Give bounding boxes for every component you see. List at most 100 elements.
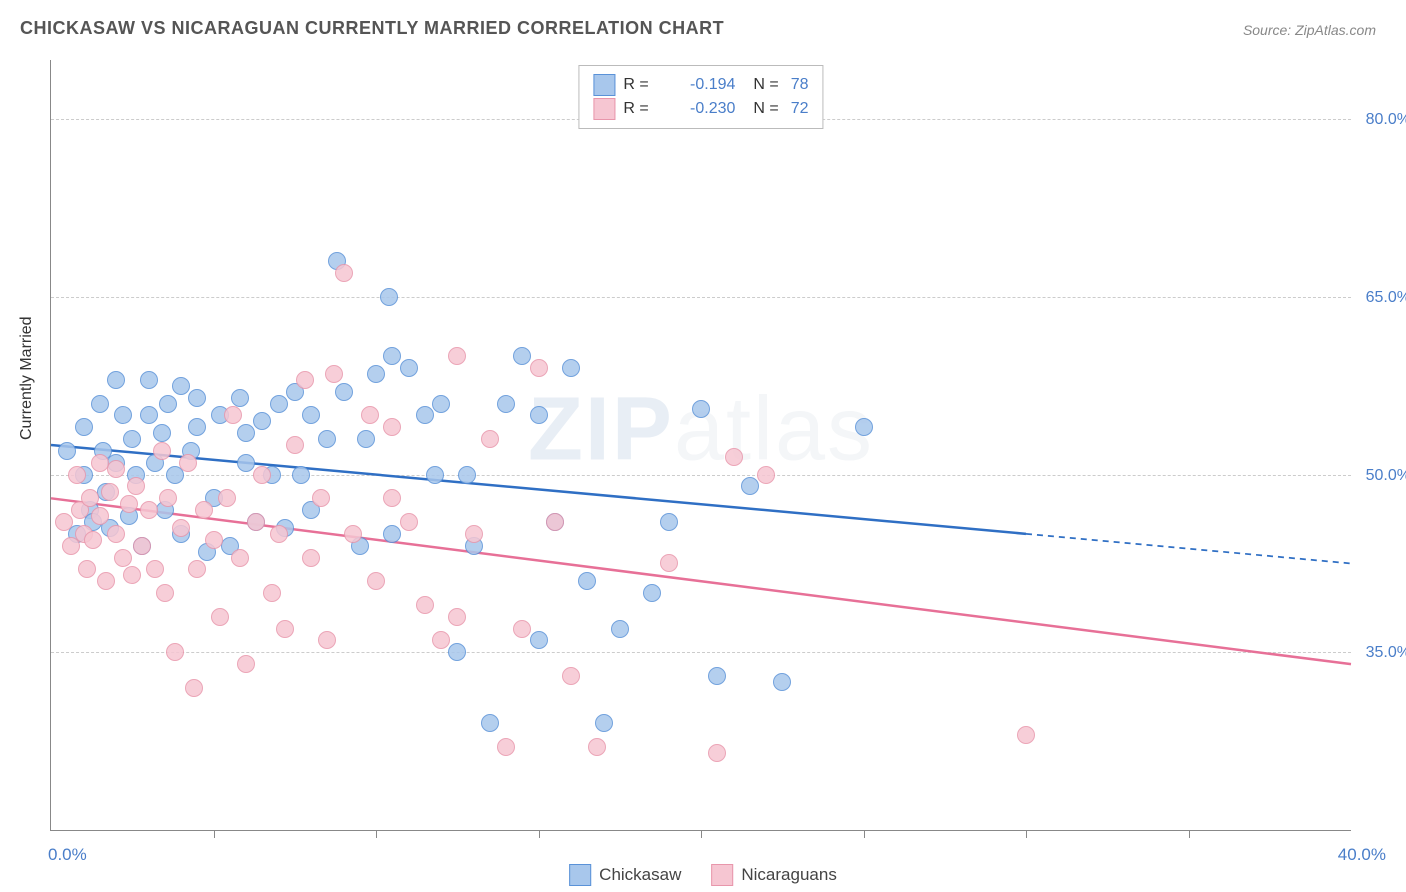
data-point: [335, 383, 353, 401]
data-point: [481, 714, 499, 732]
data-point: [237, 424, 255, 442]
data-point: [725, 448, 743, 466]
data-point: [78, 560, 96, 578]
data-point: [400, 359, 418, 377]
data-point: [448, 643, 466, 661]
data-point: [270, 395, 288, 413]
data-point: [302, 406, 320, 424]
data-point: [367, 572, 385, 590]
data-point: [140, 406, 158, 424]
data-point: [91, 507, 109, 525]
data-point: [188, 389, 206, 407]
data-point: [101, 483, 119, 501]
data-point: [578, 572, 596, 590]
data-point: [247, 513, 265, 531]
x-tick: [376, 830, 377, 838]
data-point: [497, 395, 515, 413]
plot-area: ZIPatlas 35.0%50.0%65.0%80.0% R = -0.194…: [50, 60, 1351, 831]
data-point: [195, 501, 213, 519]
data-point: [432, 395, 450, 413]
data-point: [757, 466, 775, 484]
data-point: [416, 596, 434, 614]
data-point: [231, 389, 249, 407]
data-point: [855, 418, 873, 436]
legend-item-nicaraguans: Nicaraguans: [711, 864, 836, 886]
y-tick-label: 35.0%: [1366, 644, 1406, 662]
x-axis-label-right: 40.0%: [1338, 845, 1386, 865]
data-point: [107, 525, 125, 543]
data-point: [530, 359, 548, 377]
data-point: [156, 584, 174, 602]
data-point: [172, 377, 190, 395]
data-point: [211, 608, 229, 626]
data-point: [276, 620, 294, 638]
data-point: [383, 525, 401, 543]
data-point: [146, 560, 164, 578]
data-point: [179, 454, 197, 472]
data-point: [286, 436, 304, 454]
chart-title: CHICKASAW VS NICARAGUAN CURRENTLY MARRIE…: [20, 18, 724, 39]
data-point: [296, 371, 314, 389]
data-point: [107, 371, 125, 389]
data-point: [458, 466, 476, 484]
data-point: [140, 371, 158, 389]
data-point: [344, 525, 362, 543]
data-point: [481, 430, 499, 448]
data-point: [383, 418, 401, 436]
data-point: [312, 489, 330, 507]
data-point: [68, 466, 86, 484]
data-point: [773, 673, 791, 691]
n-value-nicaraguans: 72: [791, 100, 809, 118]
data-point: [708, 744, 726, 762]
data-point: [513, 620, 531, 638]
data-point: [58, 442, 76, 460]
data-point: [159, 395, 177, 413]
data-point: [133, 537, 151, 555]
x-tick: [214, 830, 215, 838]
data-point: [114, 406, 132, 424]
data-point: [75, 418, 93, 436]
correlation-legend: R = -0.194 N = 78 R = -0.230 N = 72: [578, 65, 823, 129]
data-point: [325, 365, 343, 383]
data-point: [1017, 726, 1035, 744]
data-point: [643, 584, 661, 602]
data-point: [448, 347, 466, 365]
data-point: [253, 466, 271, 484]
data-point: [335, 264, 353, 282]
swatch-nicaraguans: [711, 864, 733, 886]
data-point: [497, 738, 515, 756]
data-point: [237, 454, 255, 472]
y-axis-label: Currently Married: [18, 316, 36, 440]
x-axis-label-left: 0.0%: [48, 845, 87, 865]
y-tick-label: 65.0%: [1366, 289, 1406, 307]
r-label: R =: [623, 100, 657, 118]
data-point: [127, 477, 145, 495]
data-point: [660, 554, 678, 572]
data-point: [123, 566, 141, 584]
n-value-chickasaw: 78: [791, 76, 809, 94]
n-label: N =: [753, 100, 778, 118]
x-tick: [539, 830, 540, 838]
x-tick: [701, 830, 702, 838]
r-value-nicaraguans: -0.230: [665, 100, 735, 118]
swatch-nicaraguans: [593, 98, 615, 120]
data-point: [153, 442, 171, 460]
y-tick-label: 80.0%: [1366, 111, 1406, 129]
data-point: [400, 513, 418, 531]
data-point: [123, 430, 141, 448]
legend-row-chickasaw: R = -0.194 N = 78: [593, 74, 808, 96]
data-point: [263, 584, 281, 602]
data-point: [55, 513, 73, 531]
data-point: [114, 549, 132, 567]
data-point: [159, 489, 177, 507]
r-value-chickasaw: -0.194: [665, 76, 735, 94]
data-point: [692, 400, 710, 418]
trend-lines: [51, 60, 1351, 830]
y-tick-label: 50.0%: [1366, 467, 1406, 485]
data-point: [432, 631, 450, 649]
data-point: [562, 667, 580, 685]
data-point: [530, 631, 548, 649]
data-point: [562, 359, 580, 377]
data-point: [231, 549, 249, 567]
legend-item-chickasaw: Chickasaw: [569, 864, 681, 886]
